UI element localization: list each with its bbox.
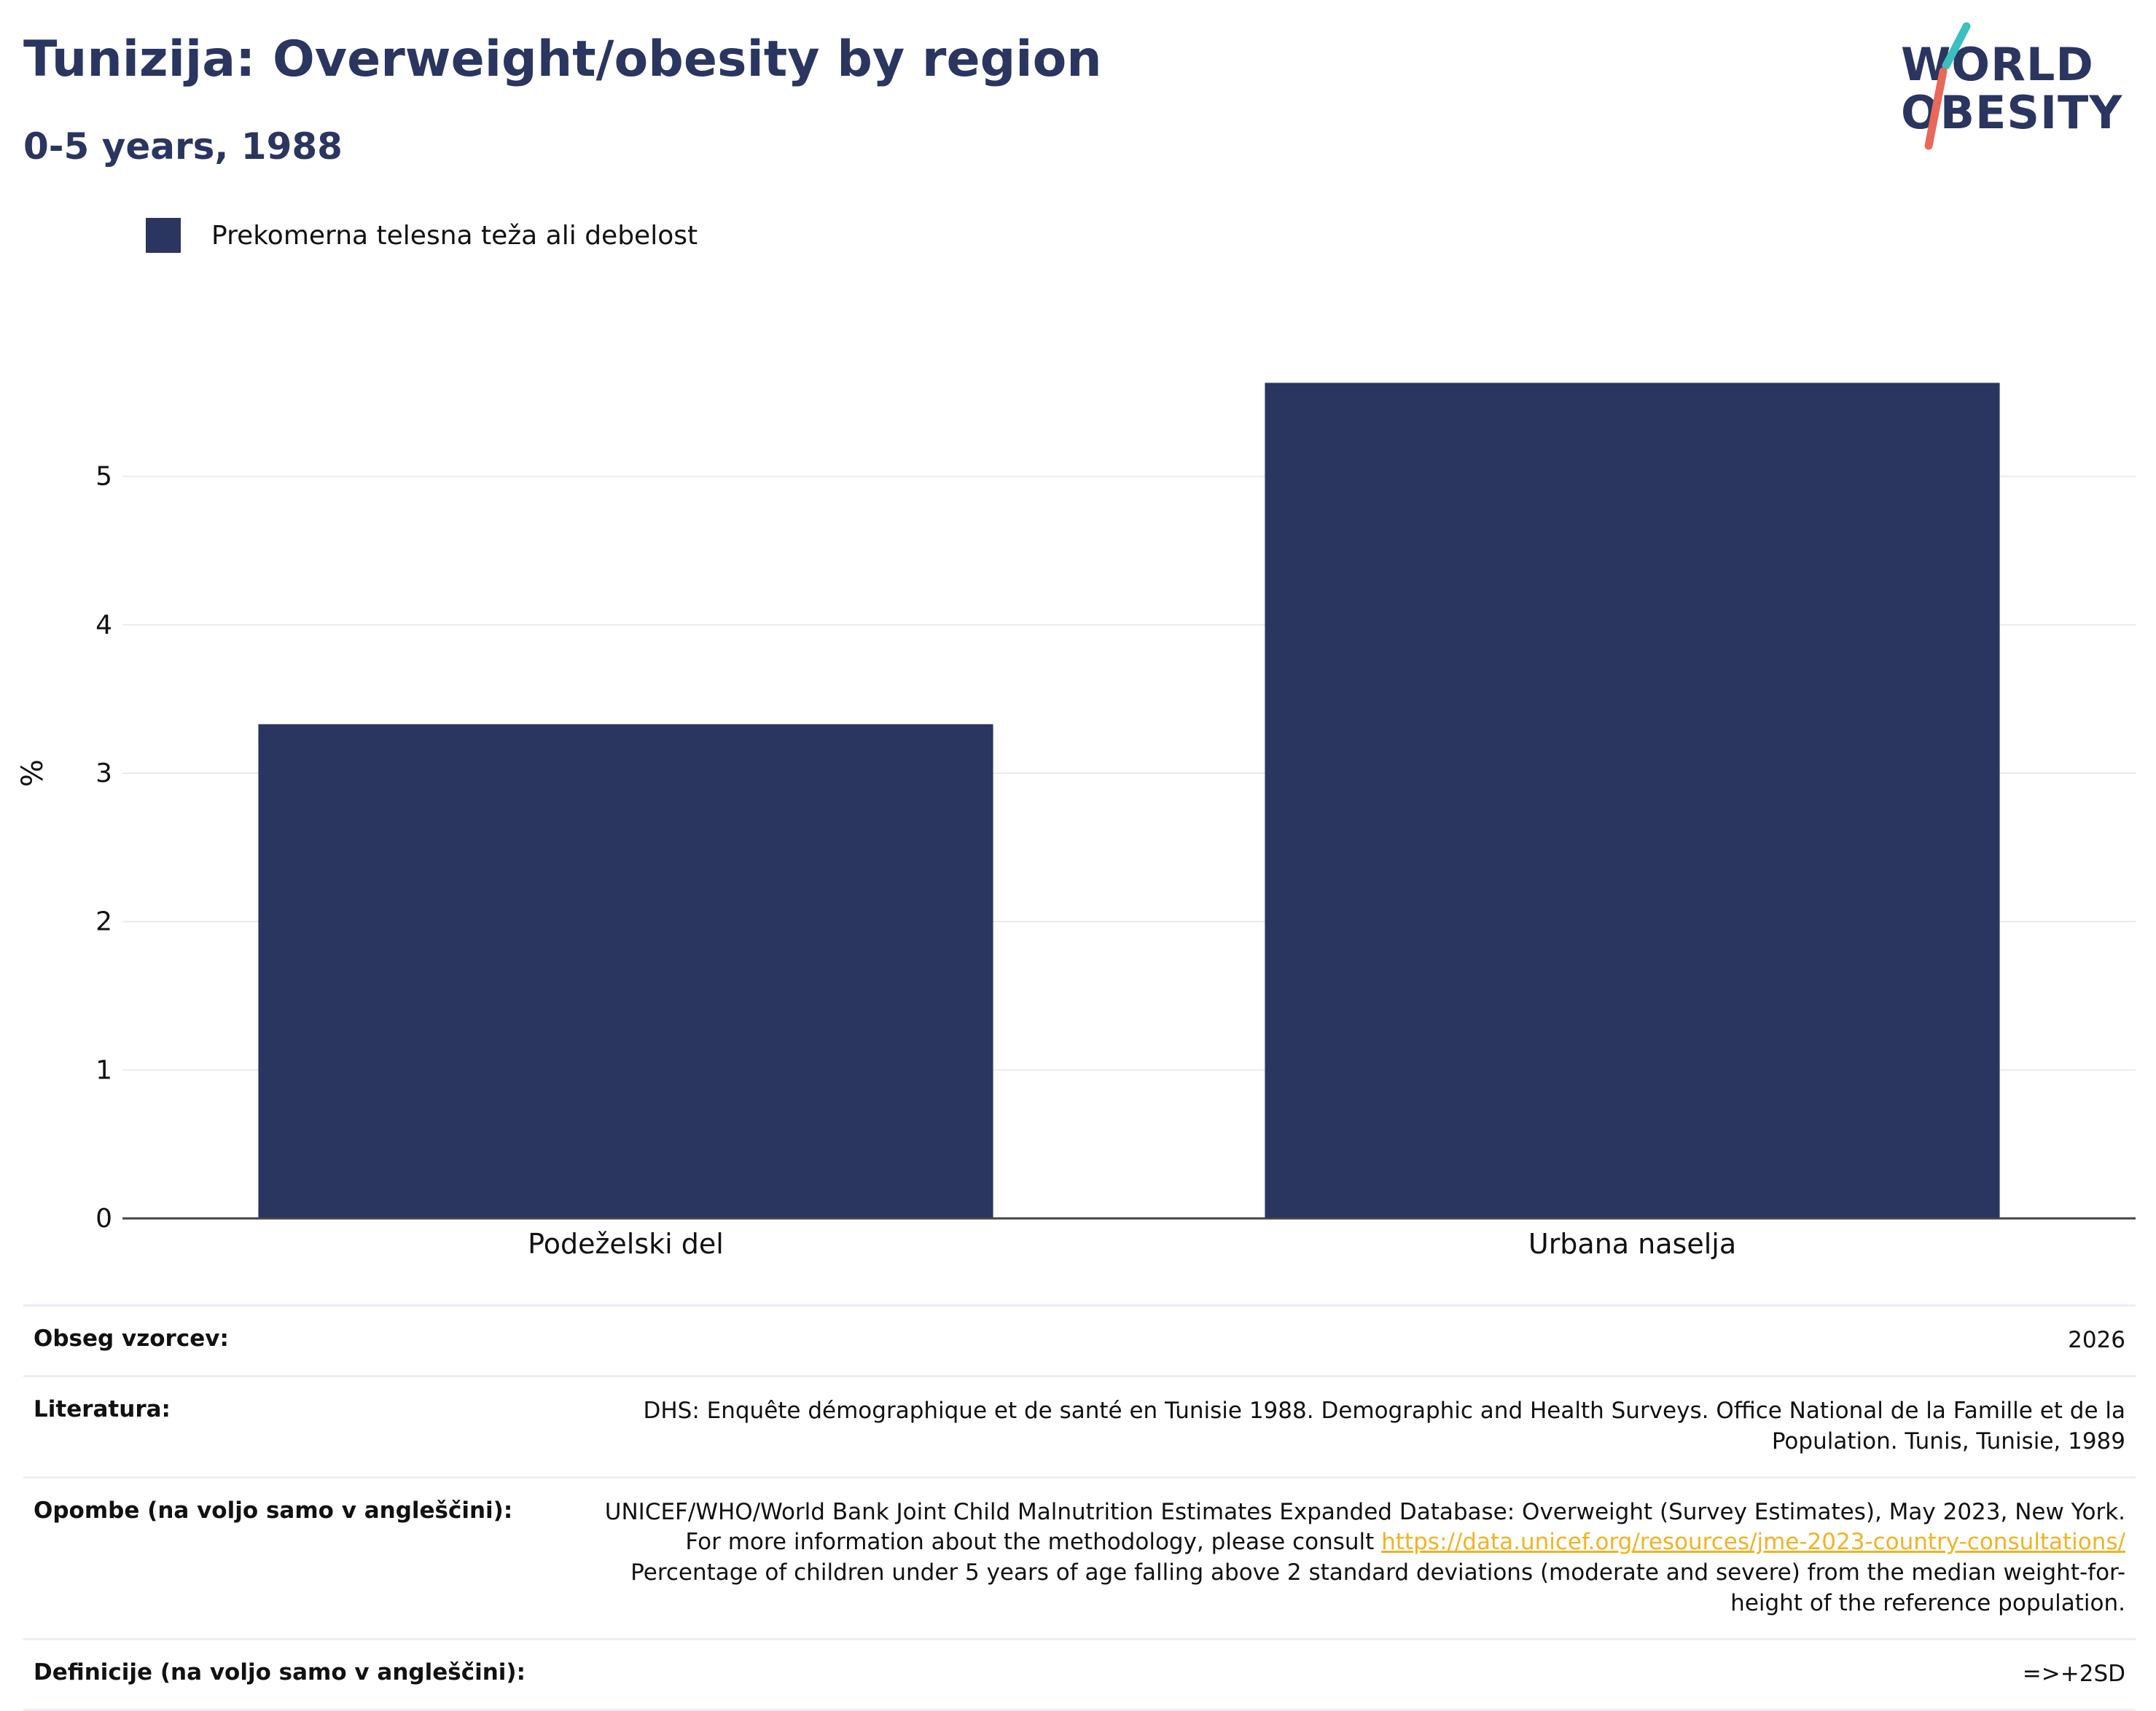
legend: Prekomerna telesna teža ali debelost [146, 217, 698, 254]
bar-chart: 0 1 2 3 4 5 Podeželski del Urbana naselja % [16, 383, 2136, 1260]
legend-swatch[interactable] [146, 218, 181, 253]
y-tick-label: 5 [95, 462, 112, 492]
sample-size-row: Obseg vzorcev: 2026 [23, 1304, 2136, 1375]
bar-1[interactable] [1265, 383, 2000, 1218]
y-tick-label: 1 [95, 1055, 112, 1085]
y-axis-title: % [16, 759, 50, 787]
info-table: Obseg vzorcev: 2026 Literatura: DHS: Enq… [23, 1304, 2136, 1711]
y-tick-label: 4 [95, 610, 112, 640]
x-axis-labels: Podeželski del Urbana naselja [528, 1228, 1736, 1260]
world-obesity-logo[interactable]: WORLD OBESITY [1901, 20, 2149, 152]
logo-line-1: WORLD [1901, 38, 2094, 91]
y-axis-ticks: 0 1 2 3 4 5 [95, 462, 112, 1234]
notes-label: Opombe (na voljo samo v angleščini): [34, 1497, 513, 1524]
x-category-label: Podeželski del [528, 1228, 724, 1260]
definitions-label: Definicije (na voljo samo v angleščini): [34, 1659, 526, 1685]
literature-value: DHS: Enquête démographique et de santé e… [643, 1397, 2125, 1454]
definitions-row: Definicije (na voljo samo v angleščini):… [23, 1637, 2136, 1711]
bars [258, 383, 2000, 1218]
notes-value: UNICEF/WHO/World Bank Joint Child Malnut… [587, 1497, 2125, 1619]
chart-title: Tunizija: Overweight/obesity by region [23, 31, 1102, 88]
logo-slash-icon [1924, 22, 1971, 150]
chart-subtitle: 0-5 years, 1988 [23, 125, 343, 168]
sample-size-value: 2026 [2068, 1327, 2125, 1353]
literature-label: Literatura: [34, 1395, 171, 1422]
x-category-label: Urbana naselja [1528, 1228, 1736, 1260]
sample-size-label: Obseg vzorcev: [34, 1326, 229, 1352]
y-tick-label: 2 [95, 907, 112, 937]
notes-text-after: Percentage of children under 5 years of … [630, 1559, 2125, 1617]
notes-row: Opombe (na voljo samo v angleščini): UNI… [23, 1476, 2136, 1638]
notes-text-before: UNICEF/WHO/World Bank Joint Child Malnut… [604, 1498, 2125, 1556]
legend-label[interactable]: Prekomerna telesna teža ali debelost [211, 220, 698, 251]
bar-0[interactable] [258, 724, 993, 1218]
methodology-link[interactable]: https://data.unicef.org/resources/jme-20… [1381, 1529, 2125, 1556]
y-tick-label: 3 [95, 759, 112, 788]
y-tick-label: 0 [95, 1204, 112, 1234]
definitions-value: =>+2SD [2022, 1660, 2125, 1687]
literature-row: Literatura: DHS: Enquête démographique e… [23, 1374, 2136, 1476]
